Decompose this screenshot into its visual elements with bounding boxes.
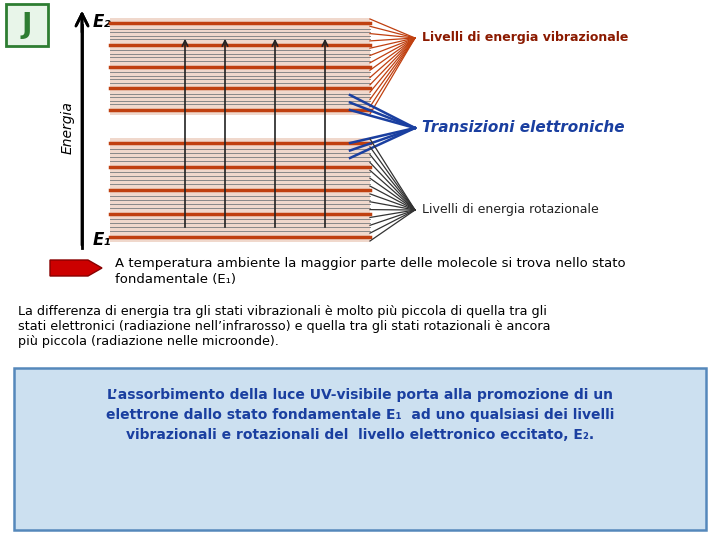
Text: Livelli di energia vibrazionale: Livelli di energia vibrazionale <box>422 31 629 44</box>
Text: J: J <box>22 11 32 39</box>
Text: L’assorbimento della luce UV-visibile porta alla promozione di un: L’assorbimento della luce UV-visibile po… <box>107 388 613 402</box>
Text: stati elettronici (radiazione nell’infrarosso) e quella tra gli stati rotazional: stati elettronici (radiazione nell’infra… <box>18 320 551 333</box>
Text: A temperatura ambiente la maggior parte delle molecole si trova nello stato: A temperatura ambiente la maggior parte … <box>115 257 626 270</box>
Bar <box>6 4 48 46</box>
Text: La differenza di energia tra gli stati vibrazionali è molto più piccola di quell: La differenza di energia tra gli stati v… <box>18 305 547 318</box>
Text: più piccola (radiazione nelle microonde).: più piccola (radiazione nelle microonde)… <box>18 335 279 348</box>
Text: Transizioni elettroniche: Transizioni elettroniche <box>422 120 625 136</box>
Text: E₁: E₁ <box>93 231 112 249</box>
Text: Energia: Energia <box>61 102 75 154</box>
Text: E₂: E₂ <box>93 13 112 31</box>
FancyArrow shape <box>50 260 102 276</box>
Text: fondamentale (E₁): fondamentale (E₁) <box>115 273 236 286</box>
Bar <box>110 18 370 115</box>
Bar <box>14 368 706 530</box>
Text: vibrazionali e rotazionali del  livello elettronico eccitato, E₂.: vibrazionali e rotazionali del livello e… <box>126 428 594 442</box>
Text: elettrone dallo stato fondamentale E₁  ad uno qualsiasi dei livelli: elettrone dallo stato fondamentale E₁ ad… <box>106 408 614 422</box>
Text: Livelli di energia rotazionale: Livelli di energia rotazionale <box>422 204 599 217</box>
Bar <box>110 138 370 242</box>
